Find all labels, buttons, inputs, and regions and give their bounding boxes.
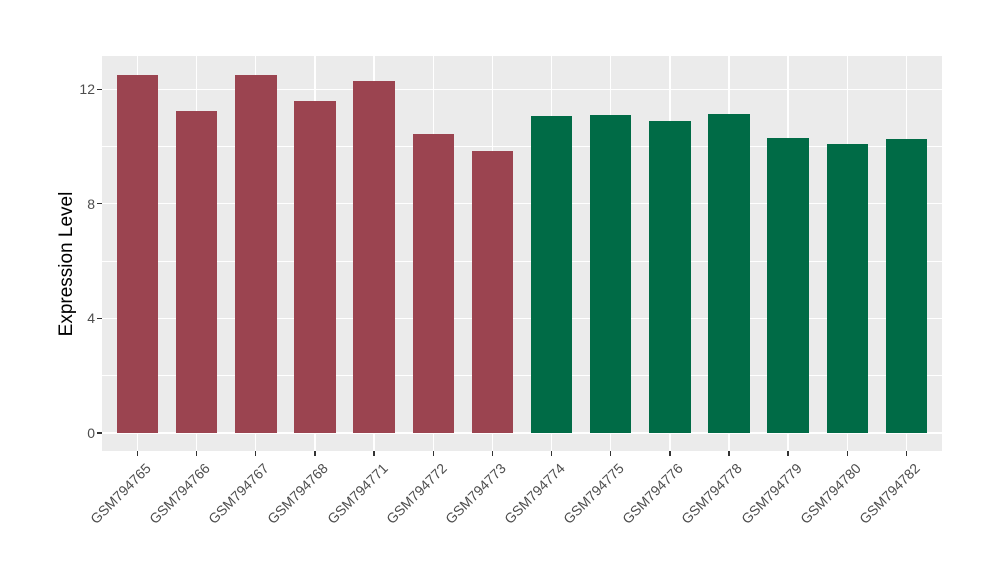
x-tick-label: GSM794772 — [382, 460, 450, 527]
x-tick-label: GSM794773 — [441, 460, 509, 527]
x-tick-label: GSM794765 — [86, 460, 154, 527]
bar-GSM794765 — [116, 74, 159, 433]
bar-GSM794768 — [294, 100, 336, 433]
y-tick-mark — [97, 88, 102, 90]
x-tick-mark — [373, 451, 375, 456]
bar-GSM794779 — [767, 137, 809, 433]
x-tick-label: GSM794779 — [737, 460, 805, 527]
y-axis-title: Expression Level — [56, 191, 77, 337]
bar-GSM794775 — [590, 115, 632, 433]
gridline-major — [102, 432, 942, 434]
plot-panel — [102, 56, 942, 451]
y-tick-label: 8 — [87, 195, 95, 212]
gridline-minor — [102, 146, 942, 147]
x-tick-mark — [195, 451, 198, 456]
x-tick-mark — [905, 451, 908, 456]
bar-GSM794776 — [649, 120, 691, 433]
x-tick-label: GSM794778 — [678, 460, 746, 527]
x-tick-label: GSM794766 — [146, 460, 213, 527]
x-tick-mark — [610, 451, 612, 456]
gridline-minor — [102, 260, 942, 262]
x-tick-mark — [136, 451, 139, 456]
bar-GSM794782 — [885, 139, 928, 433]
x-tick-mark — [787, 451, 789, 456]
bar-GSM794778 — [708, 113, 750, 433]
x-tick-mark — [846, 451, 849, 456]
x-tick-mark — [314, 451, 316, 456]
x-tick-mark — [669, 451, 671, 456]
gridline-major — [102, 88, 942, 90]
bar-GSM794767 — [235, 74, 277, 433]
y-tick-mark — [97, 317, 102, 320]
x-tick-label: GSM794768 — [264, 460, 332, 527]
y-tick-label: 0 — [87, 424, 95, 441]
bar-GSM794780 — [826, 143, 869, 433]
x-tick-label: GSM794776 — [619, 460, 687, 527]
y-tick-mark — [97, 203, 102, 205]
bar-GSM794773 — [471, 150, 514, 433]
x-tick-label: GSM794767 — [205, 460, 273, 527]
bar-GSM794771 — [353, 80, 395, 433]
gridline-major — [102, 203, 942, 205]
x-tick-label: GSM794782 — [855, 460, 923, 527]
y-tick-label: 4 — [87, 310, 95, 327]
x-tick-label: GSM794780 — [796, 460, 864, 527]
x-tick-label: GSM794774 — [500, 460, 568, 527]
y-tick-mark — [97, 432, 102, 434]
bar-GSM794774 — [530, 116, 573, 433]
y-tick-label: 12 — [79, 81, 95, 98]
bar-GSM794766 — [175, 110, 218, 433]
gridline-major — [102, 317, 942, 320]
x-tick-label: GSM794771 — [323, 460, 391, 527]
x-tick-mark — [432, 451, 434, 456]
x-tick-mark — [255, 451, 257, 456]
x-tick-mark — [728, 451, 730, 456]
bar-GSM794772 — [412, 133, 454, 433]
x-tick-mark — [491, 451, 494, 456]
x-tick-mark — [550, 451, 553, 456]
x-tick-label: GSM794775 — [560, 460, 628, 527]
gridline-minor — [102, 375, 942, 376]
